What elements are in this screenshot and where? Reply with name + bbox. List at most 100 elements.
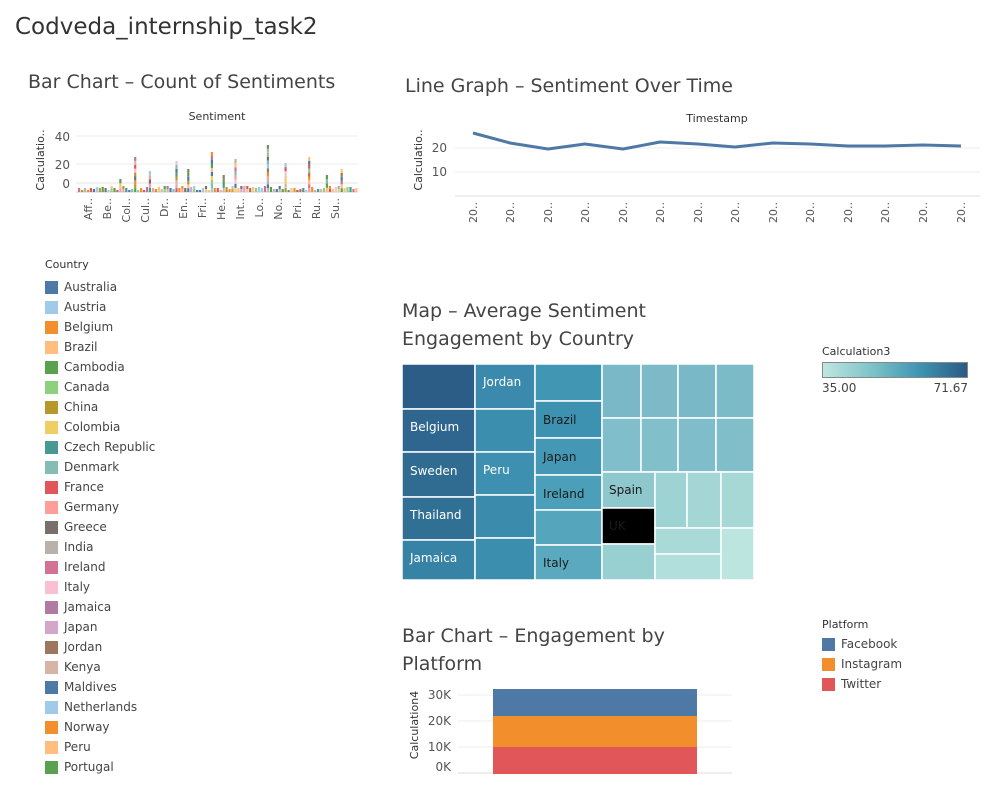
sentiment-bar-segment[interactable]	[311, 187, 314, 192]
sentiment-bar-segment[interactable]	[243, 189, 246, 192]
sentiment-bar-segment[interactable]	[107, 190, 110, 192]
sentiment-bar-segment[interactable]	[314, 190, 317, 192]
country-legend[interactable]: Country Australia Austria Belgium Brazil Cam…	[45, 258, 195, 780]
sentiment-bar-segment[interactable]	[346, 187, 349, 192]
sentiment-bar-segment[interactable]	[193, 186, 196, 189]
sentiment-bar-segment[interactable]	[284, 175, 287, 180]
treemap-tile[interactable]	[654, 553, 722, 580]
sentiment-bar-segment[interactable]	[266, 156, 269, 161]
country-legend-item[interactable]: Maldives	[45, 677, 195, 697]
sentiment-bar-segment[interactable]	[187, 169, 190, 173]
sentiment-bar-segment[interactable]	[137, 190, 140, 192]
sentiment-bar-segment[interactable]	[110, 186, 113, 189]
sentiment-bar-segment[interactable]	[184, 188, 187, 192]
sentiment-bar-segment[interactable]	[340, 176, 343, 181]
sentiment-bar-segment[interactable]	[187, 176, 190, 181]
sentiment-bar-segment[interactable]	[319, 189, 323, 192]
sentiment-bar-segment[interactable]	[222, 175, 225, 180]
sentiment-bar-segment[interactable]	[258, 187, 261, 192]
sentiment-bar-segment[interactable]	[328, 186, 331, 189]
sentiment-bar-segment[interactable]	[196, 190, 199, 192]
sentiment-bar-segment[interactable]	[89, 188, 92, 192]
sentiment-bar-segment[interactable]	[266, 145, 269, 149]
sentiment-bar-segment[interactable]	[272, 189, 275, 192]
sentiment-bar-segment[interactable]	[187, 184, 190, 189]
sentiment-bar-segment[interactable]	[142, 190, 146, 192]
sentiment-bar-segment[interactable]	[187, 188, 190, 192]
sentiment-bar-segment[interactable]	[210, 172, 213, 176]
sentiment-bar-segment[interactable]	[83, 188, 87, 192]
sentiment-bar-segment[interactable]	[81, 190, 84, 192]
country-legend-item[interactable]: Colombia	[45, 417, 195, 437]
sentiment-bar-segment[interactable]	[340, 172, 343, 177]
sentiment-bar-segment[interactable]	[219, 190, 222, 192]
sentiment-bar-segment[interactable]	[116, 190, 119, 192]
platform-legend-item[interactable]: Twitter	[822, 674, 902, 694]
treemap-tile[interactable]	[402, 539, 476, 580]
sentiment-bar-segment[interactable]	[187, 172, 190, 177]
sentiment-bar-segment[interactable]	[317, 189, 320, 192]
sentiment-bar-segment[interactable]	[210, 184, 213, 188]
country-legend-item[interactable]: Japan	[45, 617, 195, 637]
sentiment-bar-segment[interactable]	[210, 180, 213, 184]
treemap-tile[interactable]	[474, 537, 536, 580]
country-legend-item[interactable]: Jamaica	[45, 597, 195, 617]
sentiment-bar-segment[interactable]	[175, 168, 178, 173]
sentiment-bar-segment[interactable]	[340, 184, 343, 189]
sentiment-bar-segment[interactable]	[134, 176, 137, 181]
sentiment-bar-segment[interactable]	[255, 188, 258, 192]
country-legend-item[interactable]: Norway	[45, 717, 195, 737]
sentiment-bar-segment[interactable]	[266, 160, 269, 165]
sentiment-bar-segment[interactable]	[160, 189, 163, 192]
sentiment-bar-segment[interactable]	[166, 189, 169, 192]
treemap-tile[interactable]	[677, 364, 717, 419]
sentiment-bar-segment[interactable]	[148, 175, 151, 180]
sentiment-bar-segment[interactable]	[207, 190, 210, 192]
sentiment-bar-segment[interactable]	[175, 164, 178, 169]
sentiment-bar-segment[interactable]	[340, 169, 343, 173]
country-legend-item[interactable]: Netherlands	[45, 697, 195, 717]
treemap-tile[interactable]	[654, 471, 688, 529]
sentiment-bar-segment[interactable]	[266, 184, 269, 189]
sentiment-bar-segment[interactable]	[113, 188, 116, 192]
country-legend-item[interactable]: Denmark	[45, 457, 195, 477]
sentiment-bar-segment[interactable]	[166, 186, 169, 189]
sentiment-bar-segment[interactable]	[302, 188, 305, 192]
sentiment-bar-segment[interactable]	[290, 188, 293, 192]
country-legend-item[interactable]: Cambodia	[45, 357, 195, 377]
treemap-tile[interactable]	[720, 527, 754, 580]
sentiment-bar-segment[interactable]	[151, 188, 154, 192]
sentiment-bar-segment[interactable]	[78, 188, 81, 192]
treemap-tile[interactable]	[677, 417, 717, 473]
sentiment-bar-segment[interactable]	[169, 188, 172, 192]
sentiment-bar-segment[interactable]	[278, 186, 281, 189]
treemap-tile[interactable]	[534, 400, 603, 439]
sentiment-bar-segment[interactable]	[340, 180, 343, 185]
sentiment-bar-segment[interactable]	[201, 188, 205, 192]
sentiment-bar-segment[interactable]	[243, 186, 246, 189]
sentiment-bar-segment[interactable]	[193, 189, 196, 192]
treemap-tile[interactable]	[715, 417, 754, 473]
country-legend-item[interactable]: Greece	[45, 517, 195, 537]
sentiment-bar-segment[interactable]	[86, 190, 90, 192]
sentiment-bar-segment[interactable]	[131, 189, 134, 192]
sentiment-bar-segment[interactable]	[119, 187, 122, 192]
sentiment-bar-segment[interactable]	[134, 164, 137, 169]
sentiment-bar-segment[interactable]	[145, 187, 149, 192]
sentiment-bar-segment[interactable]	[175, 180, 178, 185]
sentiment-bar-segment[interactable]	[266, 172, 269, 177]
sentiment-bar-segment[interactable]	[92, 189, 95, 192]
sentiment-bar-segment[interactable]	[148, 171, 151, 176]
platform-bar-chart[interactable]: Calculation4 30K 20K 10K 0K	[402, 685, 742, 780]
sentiment-bar-segment[interactable]	[148, 187, 151, 192]
sentiment-bar-segment[interactable]	[266, 164, 269, 169]
country-legend-item[interactable]: Austria	[45, 297, 195, 317]
sentiment-bar-segment[interactable]	[157, 187, 160, 192]
country-treemap[interactable]: Jordan Belgium Sweden Thailand Jamaica P…	[402, 364, 754, 580]
timeline-line-chart[interactable]: Timestamp Calculatio.. 20 10 20.. 20.. 2…	[400, 108, 985, 233]
country-legend-item[interactable]: France	[45, 477, 195, 497]
sentiment-bar-segment[interactable]	[337, 186, 340, 189]
sentiment-bar-segment[interactable]	[190, 187, 193, 192]
sentiment-bar-segment[interactable]	[134, 157, 137, 161]
sentiment-bar-segment[interactable]	[325, 175, 328, 180]
